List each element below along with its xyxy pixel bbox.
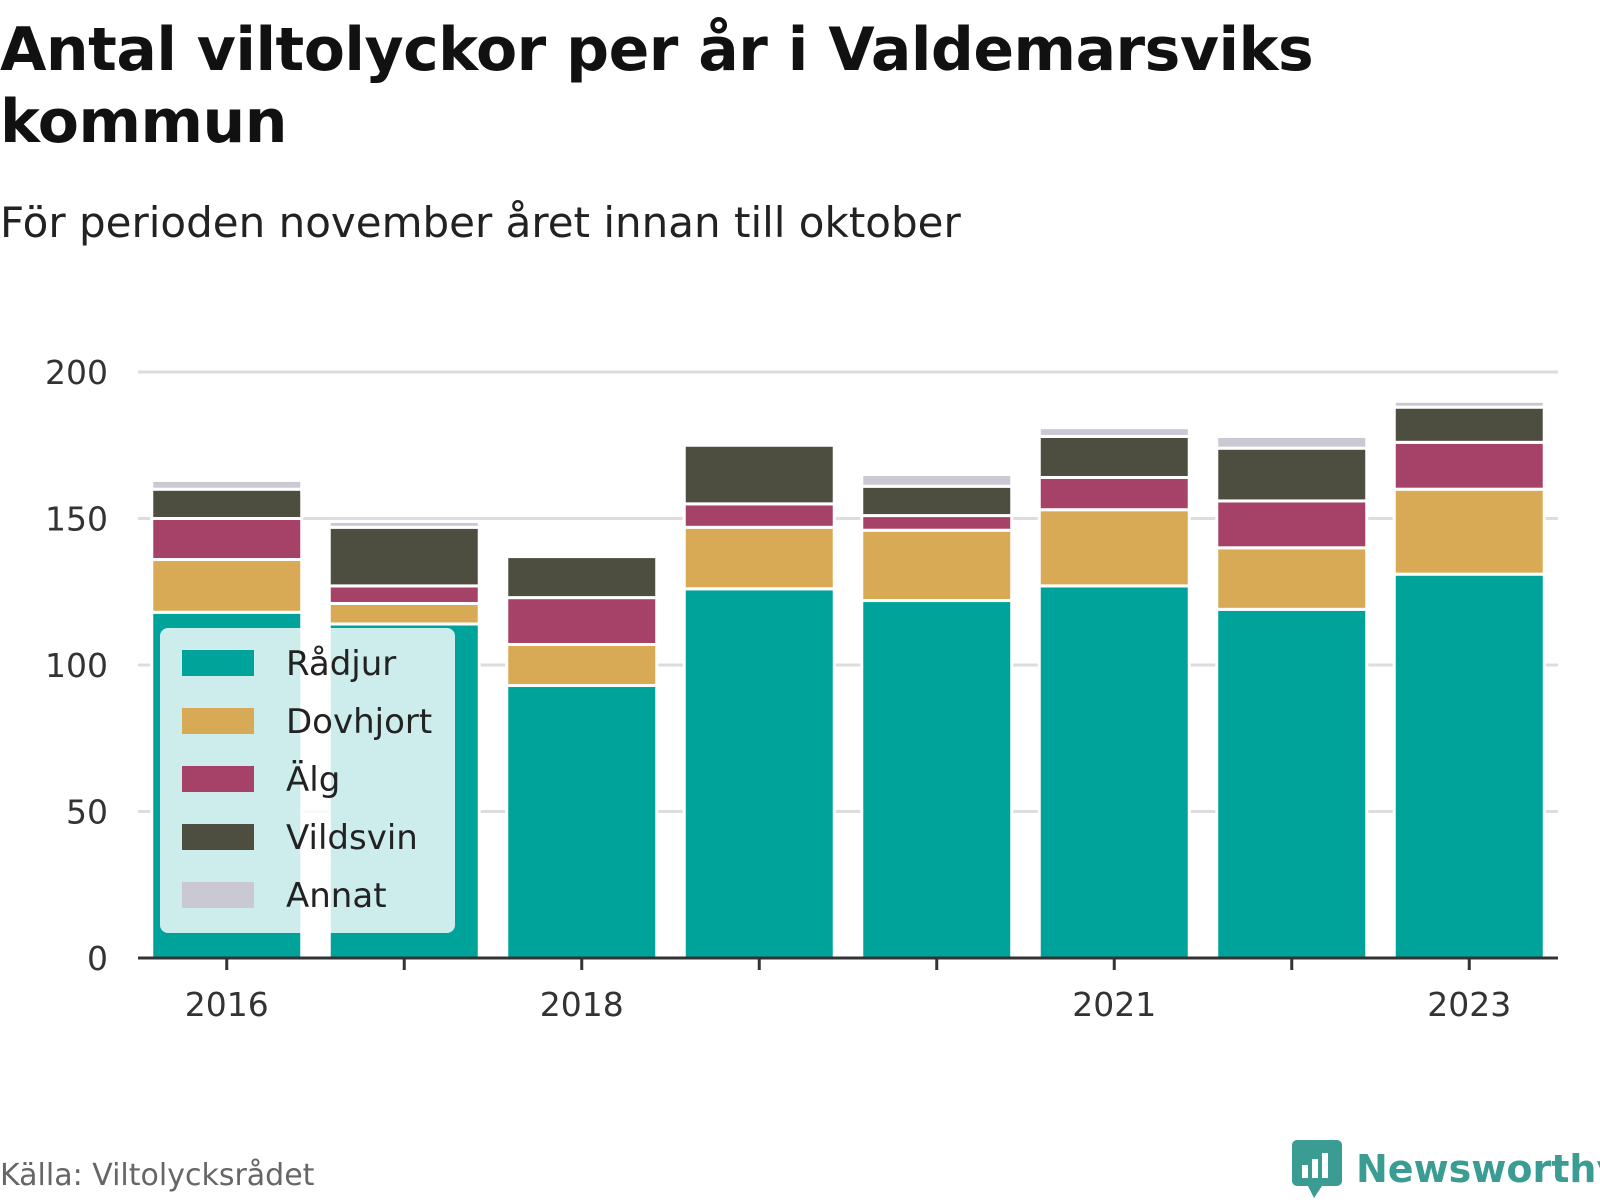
x-tick-label: 2023 <box>1427 985 1511 1024</box>
bar-segment <box>1037 584 1191 960</box>
chart-subtitle: För perioden november året innan till ok… <box>0 198 961 247</box>
y-tick-label: 50 <box>66 793 108 832</box>
bar-segment <box>1392 440 1546 491</box>
bar-segment <box>1037 508 1191 588</box>
bar-segment <box>860 473 1014 488</box>
y-tick-label: 0 <box>87 939 108 978</box>
bar-segment <box>1392 399 1546 409</box>
y-tick-label: 200 <box>45 353 108 392</box>
bar-segment <box>860 514 1014 532</box>
bar-segment <box>1037 426 1191 438</box>
legend-swatch <box>182 824 254 850</box>
x-tick-label: 2021 <box>1072 985 1156 1024</box>
chart-title: Antal viltolyckor per år i Valdemarsviks… <box>0 15 1314 157</box>
bar-segment <box>327 601 481 626</box>
bar-segment <box>1392 487 1546 576</box>
legend-label: Älg <box>286 760 340 800</box>
legend-swatch <box>182 650 254 676</box>
legend: Rådjur Dovhjort Älg Vildsvin Annat <box>160 628 455 933</box>
y-tick-label: 150 <box>45 500 108 539</box>
brand-logo: Newsworthy <box>1292 1140 1600 1198</box>
y-tick-label: 100 <box>45 646 108 685</box>
bar-segment <box>1037 434 1191 479</box>
bar-segment <box>1392 405 1546 444</box>
legend-label: Dovhjort <box>286 702 432 742</box>
bar-segment <box>327 519 481 529</box>
brand-name: Newsworthy <box>1356 1147 1600 1191</box>
bar-segment <box>1215 499 1369 550</box>
newsworthy-logo-icon <box>1292 1140 1342 1198</box>
bar-segment <box>860 599 1014 960</box>
stacked-bar-chart: 0 50 100 150 200 2016 2018 2021 2023 Rådjur Dovh… <box>45 353 1558 1024</box>
bar-segment <box>1215 546 1369 611</box>
bar-segment <box>327 525 481 588</box>
legend-swatch <box>182 882 254 908</box>
bar-segment <box>1037 475 1191 512</box>
legend-label: Annat <box>286 876 387 916</box>
bar-segment <box>505 555 659 600</box>
bar-segment <box>682 587 836 960</box>
legend-box <box>160 628 455 933</box>
bar-segment <box>327 584 481 605</box>
x-tick-label: 2016 <box>185 985 269 1024</box>
x-tick-label: 2018 <box>540 985 624 1024</box>
bar-segment <box>1215 446 1369 503</box>
bar-segment <box>150 517 304 562</box>
y-axis-ticks: 0 50 100 150 200 <box>45 353 108 978</box>
legend-swatch <box>182 766 254 792</box>
bar-segment <box>150 558 304 614</box>
legend-label: Rådjur <box>286 644 396 684</box>
bar-segment <box>682 502 836 529</box>
bar-segment <box>1392 572 1546 960</box>
bar-segment <box>1215 607 1369 960</box>
bar-segment <box>505 642 659 688</box>
bar-segment <box>682 443 836 506</box>
bar-segment <box>860 528 1014 603</box>
legend-label: Vildsvin <box>286 818 418 858</box>
bar-segment <box>1215 434 1369 450</box>
x-axis-ticks: 2016 2018 2021 2023 <box>185 958 1511 1024</box>
bar-segment <box>150 478 304 491</box>
bar-segment <box>860 484 1014 518</box>
legend-swatch <box>182 708 254 734</box>
bar-segment <box>505 684 659 960</box>
bar-segment <box>505 596 659 646</box>
bar-segment <box>682 525 836 591</box>
source-note: Källa: Viltolycksrådet <box>0 1158 315 1193</box>
bar-segment <box>150 487 304 521</box>
